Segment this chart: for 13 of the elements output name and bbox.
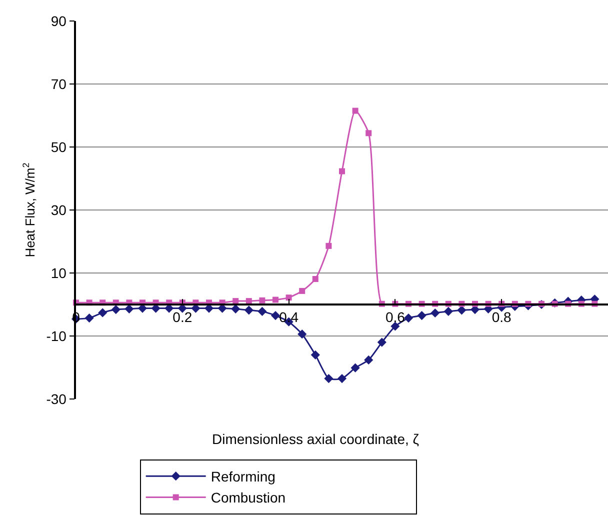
y-tick-label: 30 [50, 202, 67, 218]
x-tick-label: 0.8 [492, 309, 512, 326]
y-tick-label: 70 [50, 76, 67, 92]
y-tick-label: 50 [50, 138, 67, 155]
legend-label: Reforming [210, 468, 276, 485]
x-axis-title: Dimensionless axial coordinate, ζ [212, 431, 419, 447]
y-tick-label: -10 [46, 328, 67, 344]
y-tick-label: 90 [50, 12, 67, 29]
y-tick-label: 10 [50, 264, 67, 281]
x-tick-label: 0.2 [172, 309, 192, 326]
y-tick-label: -30 [46, 390, 67, 407]
legend-label: Combustion [210, 490, 286, 506]
x-tick-label: 0.6 [385, 309, 406, 326]
